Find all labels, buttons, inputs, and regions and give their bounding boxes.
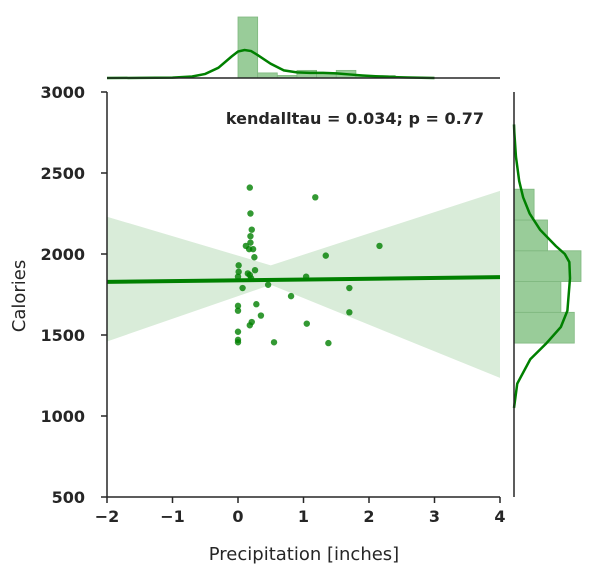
confidence-band (107, 190, 500, 378)
data-point (253, 301, 260, 308)
data-point (234, 307, 242, 314)
data-point (325, 339, 332, 347)
top-hist-bar (257, 72, 278, 79)
data-point (239, 284, 246, 292)
right-hist-bar (513, 219, 548, 252)
x-tick-label: 2 (363, 507, 374, 526)
data-point (264, 281, 272, 288)
regression-line (106, 275, 501, 284)
data-point (247, 232, 254, 240)
right-hist-bar (513, 281, 562, 313)
y-tick-label: 1000 (40, 407, 85, 426)
data-point (246, 184, 253, 191)
data-point (235, 262, 242, 269)
data-point (234, 302, 242, 310)
y-tick-label: 2000 (40, 245, 85, 264)
data-point (346, 309, 353, 316)
data-point (257, 312, 265, 319)
x-axis-title: Precipitation [inches] (209, 544, 399, 565)
data-point (287, 292, 295, 300)
data-point (346, 284, 353, 292)
data-point (234, 328, 242, 335)
main-scatter-plot (106, 184, 501, 378)
x-tick-label: 1 (298, 507, 309, 526)
data-point (235, 268, 242, 276)
regression-line-layer (106, 275, 501, 284)
data-point (251, 254, 258, 261)
data-point (247, 210, 254, 217)
y-tick-label: 3000 (40, 83, 85, 102)
data-point (246, 322, 253, 329)
x-tick-label: 3 (429, 507, 440, 526)
y-tick-label: 500 (52, 488, 85, 507)
x-tick-label: 4 (494, 507, 505, 526)
data-point (248, 226, 255, 233)
data-point (245, 245, 253, 253)
data-point (322, 252, 329, 259)
data-point (303, 320, 310, 327)
top-kde-curve (106, 48, 435, 80)
data-point (251, 267, 259, 274)
x-tick-label: −2 (95, 507, 120, 526)
right-marginal-plot (512, 92, 582, 497)
data-point (312, 194, 319, 201)
top-marginal-plot (106, 16, 500, 80)
confidence-band-layer (107, 190, 500, 378)
y-tick-label: 2500 (40, 164, 85, 183)
axes: −2 −1 0 1 2 3 4 500 1000 1500 2000 2500 3000 (40, 83, 505, 526)
data-point (376, 242, 383, 250)
x-tick-label: −1 (160, 507, 185, 526)
x-tick-label: 0 (232, 507, 243, 526)
y-tick-label: 1500 (40, 326, 85, 345)
data-point (247, 239, 254, 246)
top-hist-bar (237, 16, 259, 79)
stat-annotation: kendalltau = 0.034; p = 0.77 (226, 109, 484, 128)
data-point (234, 339, 242, 346)
scatter-points (234, 184, 383, 347)
right-kde-curve (512, 124, 572, 409)
data-point (270, 339, 278, 346)
y-axis-title: Calories (9, 260, 30, 332)
